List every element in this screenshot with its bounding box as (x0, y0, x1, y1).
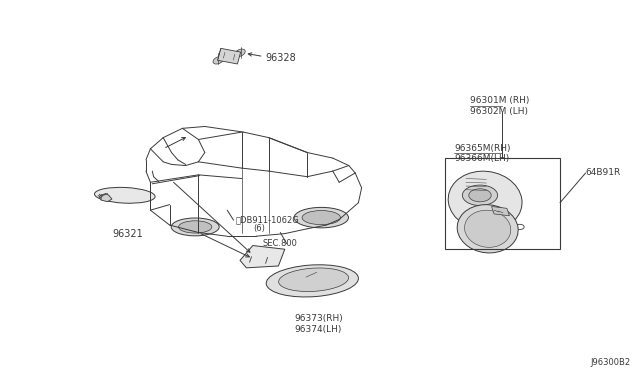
Text: SEC.800: SEC.800 (262, 239, 297, 248)
Text: (6): (6) (253, 224, 265, 233)
Ellipse shape (235, 49, 245, 57)
Text: J96300B2: J96300B2 (590, 358, 630, 367)
Text: 96373(RH): 96373(RH) (294, 314, 343, 323)
Ellipse shape (172, 218, 219, 236)
Ellipse shape (294, 208, 348, 228)
Ellipse shape (266, 265, 358, 297)
Ellipse shape (278, 268, 349, 292)
Text: 96301M (RH): 96301M (RH) (470, 96, 530, 105)
Circle shape (99, 194, 109, 200)
Ellipse shape (462, 185, 498, 205)
Polygon shape (101, 193, 112, 202)
Ellipse shape (448, 171, 522, 231)
Polygon shape (492, 206, 509, 216)
Text: 64B91R: 64B91R (586, 169, 621, 177)
Ellipse shape (213, 57, 223, 64)
Text: 96302M (LH): 96302M (LH) (470, 107, 529, 116)
Text: 96365M(RH): 96365M(RH) (454, 144, 511, 153)
Ellipse shape (179, 221, 212, 233)
Ellipse shape (302, 211, 340, 225)
Text: ⓃDB911-1062G: ⓃDB911-1062G (236, 215, 300, 224)
Polygon shape (218, 48, 241, 64)
Ellipse shape (457, 205, 518, 253)
Ellipse shape (468, 189, 492, 202)
Text: 96328: 96328 (266, 53, 296, 62)
Polygon shape (240, 246, 285, 268)
Ellipse shape (465, 210, 511, 247)
Text: 96374(LH): 96374(LH) (294, 325, 342, 334)
Text: 96321: 96321 (112, 230, 143, 239)
Text: 96366M(LH): 96366M(LH) (454, 154, 509, 163)
Ellipse shape (95, 187, 155, 203)
